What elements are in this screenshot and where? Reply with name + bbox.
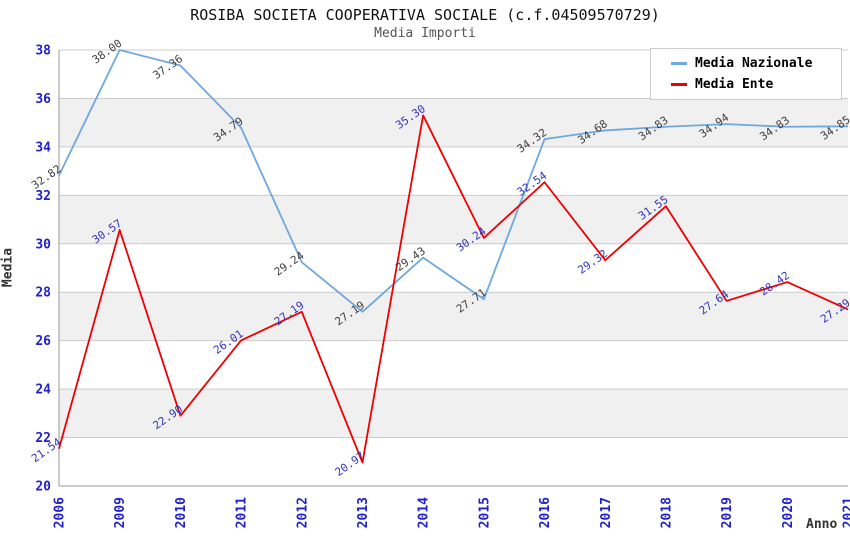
x-tick-label: 2014 <box>417 497 432 528</box>
plot-band <box>59 146 848 196</box>
legend-label-ente: Media Ente <box>695 77 774 93</box>
x-tick-label: 2009 <box>113 497 128 528</box>
x-tick-label: 2010 <box>174 497 189 528</box>
y-tick-label: 28 <box>35 286 51 301</box>
plot-band <box>59 389 848 438</box>
x-axis-title: Anno <box>806 517 838 532</box>
x-tick-label: 2013 <box>356 497 371 528</box>
x-tick-label: 2019 <box>720 497 735 528</box>
chart-title: ROSIBA SOCIETA COOPERATIVA SOCIALE (c.f.… <box>190 6 660 24</box>
series-line-media-ente <box>58 114 849 464</box>
y-tick-label: 36 <box>35 92 51 107</box>
plot-band <box>59 195 848 244</box>
legend-marker-nazionale-icon <box>671 61 687 65</box>
x-tick-label: 2006 <box>53 497 68 528</box>
plot-band <box>59 292 848 341</box>
y-tick-label: 24 <box>35 383 51 398</box>
y-tick-label: 26 <box>35 334 51 349</box>
y-tick-label: 38 <box>35 44 51 59</box>
plot-band <box>59 437 848 486</box>
y-tick-label: 32 <box>35 189 51 204</box>
legend-marker-ente-icon <box>671 83 687 87</box>
y-tick-label: 30 <box>35 237 51 252</box>
x-tick-label: 2017 <box>599 497 614 528</box>
legend-item-media-ente: Media Ente <box>671 77 841 92</box>
x-tick-label: 2012 <box>295 497 310 528</box>
y-tick-label: 22 <box>35 431 51 446</box>
legend-item-media-nazionale: Media Nazionale <box>671 56 841 71</box>
x-tick-label: 2011 <box>235 497 250 528</box>
x-tick-label: 2015 <box>477 497 492 528</box>
series-line-media-nazionale <box>58 49 849 313</box>
y-tick-label: 34 <box>35 140 51 155</box>
x-tick-label: 2021 <box>842 497 850 528</box>
plot-band <box>59 243 848 293</box>
chart-subtitle: Media Importi <box>374 26 476 41</box>
x-tick-label: 2016 <box>538 497 553 528</box>
plot-band <box>59 340 848 390</box>
x-tick-label: 2020 <box>781 497 796 528</box>
x-tick-label: 2018 <box>659 497 674 528</box>
y-tick-label: 20 <box>35 480 51 495</box>
legend-label-nazionale: Media Nazionale <box>695 55 813 71</box>
legend-box: Media Nazionale Media Ente <box>650 48 842 100</box>
plot-band <box>59 98 848 147</box>
